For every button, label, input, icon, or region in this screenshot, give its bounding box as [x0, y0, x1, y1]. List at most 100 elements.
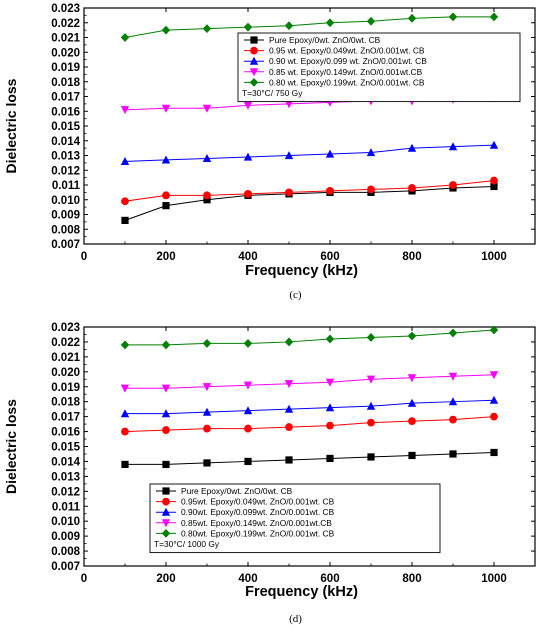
data-point: [120, 340, 130, 350]
data-point: [203, 196, 211, 204]
y-axis-label: Dielectric loss: [3, 399, 19, 494]
data-point: [121, 427, 129, 436]
y-tick-label: 0.018: [51, 397, 80, 409]
data-point: [284, 21, 294, 31]
data-point: [367, 418, 375, 427]
x-tick-label: 600: [320, 573, 339, 585]
data-point: [161, 104, 171, 113]
series-2: [121, 412, 498, 436]
data-point: [407, 143, 417, 152]
series-2: [121, 176, 498, 206]
legend-entry: 0.85 wt. Epoxy/0.149wt. ZnO/0.001wt.CB: [269, 67, 423, 77]
legend-annotation: T=30°C/ 1000 Gy: [154, 539, 220, 549]
data-point: [366, 148, 376, 157]
y-tick-label: 0.014: [51, 456, 80, 468]
y-tick-label: 0.007: [51, 239, 80, 251]
legend-marker: [249, 56, 259, 65]
y-tick-label: 0.020: [51, 47, 80, 59]
data-point: [202, 154, 212, 163]
data-point: [243, 101, 253, 110]
legend-marker: [249, 68, 259, 77]
series-5: [120, 325, 499, 350]
legend-box: [237, 32, 521, 103]
series-1: [121, 182, 498, 224]
series-line: [124, 180, 495, 202]
series-line: [124, 16, 494, 38]
y-tick-label: 0.011: [52, 501, 81, 513]
data-point: [284, 380, 294, 389]
x-tick-label: 0: [81, 573, 87, 585]
series-line: [125, 399, 495, 415]
y-tick-label: 0.020: [51, 367, 80, 379]
x-tick-label: 800: [402, 573, 421, 585]
legend-marker: [162, 487, 170, 495]
series-line: [125, 329, 495, 346]
data-point: [121, 216, 129, 224]
series-5: [120, 12, 499, 42]
x-axis-label: Frequency (kHz): [245, 263, 358, 279]
y-tick-label: 0.019: [51, 382, 80, 394]
x-tick-label: 800: [402, 251, 421, 263]
data-point: [366, 333, 376, 342]
y-tick-label: 0.021: [51, 352, 80, 364]
data-point: [244, 189, 252, 198]
x-tick-label: 1000: [481, 251, 507, 263]
y-tick-label: 0.017: [51, 412, 80, 424]
legend-marker: [250, 36, 258, 44]
data-point: [285, 188, 293, 197]
x-tick-label: 0: [81, 251, 87, 263]
series-4: [120, 371, 499, 393]
series-3: [120, 395, 499, 418]
y-tick-label: 0.007: [51, 561, 80, 573]
data-point: [121, 460, 129, 469]
data-point: [366, 375, 376, 384]
series-3: [120, 140, 499, 165]
legend-marker: [161, 507, 171, 516]
chart-panel-c: 0.007 0.008 0.009 0.010 0.011 0.012 0.013 0.014…: [3, 3, 536, 301]
legend-entry: 0.80wt. Epoxy/0.199wt. ZnO/0.001wt. CB: [181, 528, 335, 538]
data-point: [490, 182, 498, 191]
legend-marker: [161, 529, 171, 538]
data-point: [243, 22, 253, 32]
data-point: [408, 184, 416, 192]
data-point: [120, 33, 130, 42]
y-tick-label: 0.016: [51, 106, 80, 118]
data-point: [489, 395, 499, 404]
data-point: [120, 157, 130, 165]
y-tick-label: 0.022: [51, 18, 80, 30]
legend-marker: [250, 46, 258, 55]
data-point: [325, 18, 335, 28]
data-point: [243, 381, 253, 390]
data-point: [284, 404, 294, 413]
data-point: [161, 340, 171, 350]
data-point: [326, 454, 334, 463]
data-point: [161, 25, 171, 35]
x-tick-label: 200: [156, 573, 175, 585]
data-point: [325, 403, 335, 412]
y-tick-label: 0.013: [51, 151, 80, 163]
legend-entry: 0.95 wt. Epoxy/0.049wt. ZnO/0.001wt. CB: [269, 46, 425, 56]
data-point: [203, 459, 211, 467]
figure-caption: (d): [289, 613, 302, 625]
series-line: [124, 185, 495, 221]
series-line: [124, 416, 495, 433]
y-tick-label: 0.010: [51, 516, 80, 528]
y-axis-label: Dielectric loss: [3, 78, 19, 173]
legend-marker: [162, 497, 170, 506]
data-point: [243, 339, 253, 348]
data-point: [367, 453, 375, 461]
data-point: [202, 407, 212, 416]
data-point: [490, 448, 498, 457]
data-point: [161, 384, 171, 393]
data-point: [326, 187, 334, 195]
y-tick-label: 0.012: [51, 486, 80, 498]
data-point: [489, 371, 499, 380]
data-point: [449, 181, 457, 189]
data-point: [448, 12, 458, 22]
data-point: [489, 12, 499, 22]
y-tick-label: 0.008: [51, 546, 80, 558]
data-point: [285, 456, 293, 464]
data-point: [202, 24, 212, 34]
data-point: [490, 176, 498, 185]
legend: Pure Epoxy/0wt. ZnO/0wt. CB0.95 wt. Epox…: [237, 32, 521, 103]
